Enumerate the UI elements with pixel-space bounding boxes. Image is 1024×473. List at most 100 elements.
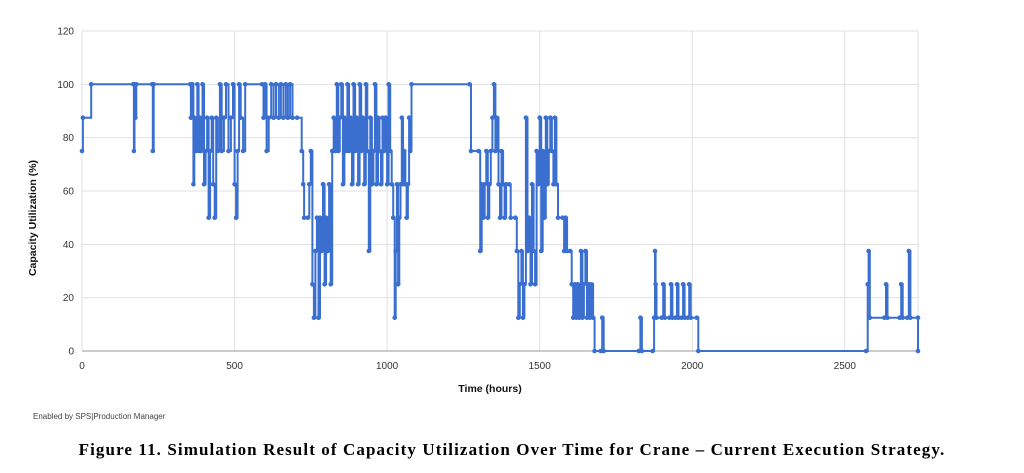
- data-point: [409, 82, 414, 87]
- data-point: [915, 348, 921, 354]
- data-point: [476, 148, 481, 154]
- data-point: [212, 215, 217, 220]
- data-point: [390, 215, 396, 220]
- data-point: [866, 248, 871, 254]
- data-point: [589, 282, 594, 287]
- data-point: [408, 148, 413, 154]
- data-point: [331, 115, 337, 120]
- data-point: [281, 115, 286, 120]
- data-point: [131, 148, 137, 154]
- data-point: [497, 215, 503, 220]
- data-point: [300, 182, 306, 187]
- data-point: [863, 348, 869, 354]
- data-point: [323, 215, 329, 220]
- x-tick-label: 1500: [529, 361, 552, 372]
- data-point: [378, 182, 384, 187]
- data-point: [261, 115, 266, 120]
- data-point: [519, 248, 524, 254]
- data-point: [355, 182, 361, 187]
- data-point: [334, 82, 340, 87]
- data-point: [228, 115, 234, 120]
- data-point: [531, 248, 536, 254]
- data-point: [268, 82, 274, 87]
- data-point: [345, 82, 350, 87]
- utilization-series: [79, 82, 921, 354]
- data-point: [79, 148, 85, 154]
- data-point: [310, 282, 315, 287]
- x-tick-label: 2500: [834, 361, 857, 372]
- data-point: [134, 82, 139, 87]
- data-point: [192, 115, 197, 120]
- y-tick-label: 100: [57, 80, 74, 91]
- data-point: [405, 182, 411, 187]
- data-point: [319, 248, 324, 254]
- data-point: [195, 82, 200, 87]
- data-point: [399, 115, 405, 120]
- data-point: [592, 348, 597, 354]
- credit-text: Enabled by SPS|Production Manager: [33, 412, 166, 421]
- data-point: [535, 182, 541, 187]
- data-point: [583, 248, 588, 254]
- data-point: [581, 282, 587, 287]
- data-point: [215, 148, 221, 154]
- data-point: [654, 315, 659, 321]
- x-tick-label: 1000: [376, 361, 399, 372]
- data-point: [238, 115, 243, 120]
- data-point: [204, 115, 210, 120]
- data-point: [484, 148, 489, 154]
- data-point: [885, 315, 890, 321]
- data-point: [468, 148, 474, 154]
- data-point: [532, 282, 538, 287]
- data-point: [206, 215, 211, 220]
- data-point: [316, 315, 321, 321]
- data-point: [80, 115, 86, 120]
- data-point: [305, 215, 311, 220]
- data-point: [348, 115, 353, 120]
- data-point: [883, 282, 889, 287]
- figure-caption: Figure 11. Simulation Result of Capacity…: [78, 440, 946, 459]
- data-point: [325, 248, 330, 254]
- data-point: [308, 148, 314, 154]
- data-point: [526, 215, 532, 220]
- data-point: [369, 182, 375, 187]
- data-point: [358, 148, 364, 154]
- data-point: [266, 115, 272, 120]
- data-point: [217, 82, 223, 87]
- data-point: [317, 215, 323, 220]
- data-point: [207, 148, 213, 154]
- data-point: [549, 148, 555, 154]
- data-point: [374, 182, 379, 187]
- data-point: [508, 215, 513, 220]
- data-point: [906, 248, 912, 254]
- data-point: [545, 182, 550, 187]
- data-point: [366, 248, 372, 254]
- data-point: [908, 315, 913, 321]
- data-point: [529, 182, 535, 187]
- x-tick-label: 2000: [681, 361, 704, 372]
- data-point: [368, 115, 373, 120]
- data-point: [397, 215, 402, 220]
- data-point: [488, 148, 494, 154]
- data-point: [513, 215, 518, 220]
- data-point: [360, 115, 366, 120]
- data-point: [541, 215, 547, 220]
- data-point: [650, 348, 655, 354]
- grid-lines: [81, 30, 919, 351]
- data-point: [326, 182, 332, 187]
- data-point: [372, 82, 378, 87]
- data-point: [188, 115, 194, 120]
- data-point: [340, 182, 346, 187]
- data-point: [392, 315, 398, 321]
- data-point: [190, 82, 195, 87]
- data-point: [563, 215, 568, 220]
- data-point: [235, 148, 240, 154]
- data-point: [543, 115, 549, 120]
- data-point: [339, 82, 344, 87]
- data-point: [898, 282, 904, 287]
- data-point: [590, 315, 596, 321]
- data-point: [668, 282, 674, 287]
- data-point: [311, 315, 317, 321]
- data-point: [307, 182, 312, 187]
- data-point: [900, 315, 905, 321]
- data-point: [320, 182, 326, 187]
